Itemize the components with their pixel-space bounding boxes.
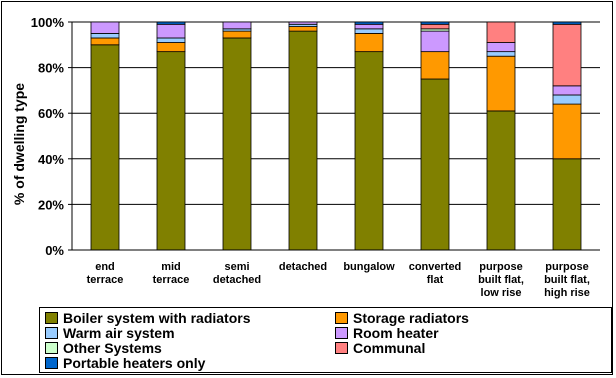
legend-swatch bbox=[45, 327, 58, 339]
legend-item: Boiler system with radiators bbox=[45, 311, 251, 325]
category-labels: end terrace mid terrace semi detached detached… bbox=[87, 261, 590, 299]
legend-label: Portable heaters only bbox=[63, 355, 206, 371]
y-tick-label: 40% bbox=[38, 152, 64, 167]
legend-item: Storage radiators bbox=[335, 311, 469, 325]
category-label: converted flat bbox=[409, 261, 462, 286]
bar-segment bbox=[222, 21, 252, 30]
y-tick-label: 20% bbox=[38, 197, 64, 212]
legend-item: Warm air system bbox=[45, 326, 175, 340]
legend-swatch bbox=[335, 342, 348, 354]
bar-segment bbox=[420, 30, 450, 53]
category-label: bungalow bbox=[343, 261, 395, 273]
category-label: purpose built flat, low rise bbox=[478, 261, 524, 299]
category-label: detached bbox=[279, 261, 327, 273]
bar-segment bbox=[156, 23, 186, 39]
bar-segment bbox=[354, 33, 384, 53]
legend-item: Room heater bbox=[335, 326, 439, 340]
legend-label: Communal bbox=[353, 340, 426, 356]
bar-segment bbox=[288, 21, 318, 25]
legend-swatch bbox=[335, 327, 348, 339]
category-label: mid terrace bbox=[153, 261, 190, 286]
bar-segment bbox=[90, 37, 120, 46]
bars bbox=[90, 21, 582, 251]
legend-item: Portable heaters only bbox=[45, 356, 205, 370]
bar-segment bbox=[420, 23, 450, 30]
legend: Boiler system with radiators Storage radi… bbox=[39, 307, 612, 373]
legend-swatch bbox=[45, 312, 58, 324]
legend-item: Other Systems bbox=[45, 341, 162, 355]
bar-segment bbox=[90, 33, 120, 39]
legend-label: Room heater bbox=[353, 325, 439, 341]
y-tick-label: 0% bbox=[45, 243, 64, 258]
bar-segment bbox=[420, 78, 450, 251]
bar-segment bbox=[552, 94, 582, 105]
bar-segment bbox=[354, 21, 384, 25]
bar-segment bbox=[156, 51, 186, 251]
bar-segment bbox=[222, 37, 252, 251]
bar-segment bbox=[552, 21, 582, 25]
axes bbox=[68, 21, 600, 251]
legend-label: Warm air system bbox=[63, 325, 175, 341]
bar-segment bbox=[156, 42, 186, 53]
bar-segment bbox=[486, 55, 516, 112]
bar-segment bbox=[288, 26, 318, 32]
bar-segment bbox=[486, 110, 516, 251]
bar-segment bbox=[552, 158, 582, 251]
y-tick-label: 100% bbox=[31, 15, 65, 30]
bar-segment bbox=[222, 30, 252, 39]
bar-segment bbox=[486, 21, 516, 43]
bar-segment bbox=[552, 103, 582, 160]
y-tick-label: 60% bbox=[38, 106, 64, 121]
bar-segment bbox=[156, 21, 186, 25]
category-label: purpose built flat, high rise bbox=[544, 261, 590, 299]
y-tick-label: 80% bbox=[38, 61, 64, 76]
bar-segment bbox=[552, 23, 582, 87]
bar-segment bbox=[354, 28, 384, 34]
legend-label: Other Systems bbox=[63, 340, 162, 356]
gridlines bbox=[72, 21, 600, 205]
bar-segment bbox=[420, 51, 450, 80]
bar-segment bbox=[486, 51, 516, 57]
legend-swatch bbox=[45, 357, 58, 369]
bar-segment bbox=[354, 51, 384, 251]
y-axis-label: % of dwelling type bbox=[11, 83, 27, 205]
legend-swatch bbox=[45, 342, 58, 354]
legend-label: Boiler system with radiators bbox=[63, 310, 251, 326]
bar-segment bbox=[486, 42, 516, 53]
legend-swatch bbox=[335, 312, 348, 324]
legend-label: Storage radiators bbox=[353, 310, 469, 326]
bar-segment bbox=[420, 21, 450, 25]
bar-segment bbox=[288, 30, 318, 251]
bar-segment bbox=[354, 23, 384, 30]
legend-item: Communal bbox=[335, 341, 425, 355]
bar-segment bbox=[156, 37, 186, 43]
bar-segment bbox=[90, 21, 120, 34]
y-tick-labels: 0% 20% 40% 60% 80% 100% bbox=[31, 15, 65, 258]
stacked-bar-chart: 0% 20% 40% 60% 80% 100% end terrace mid terrace s… bbox=[11, 15, 600, 299]
bar-segment bbox=[552, 85, 582, 96]
bar-segment bbox=[90, 44, 120, 251]
category-label: semi detached bbox=[213, 261, 261, 286]
category-label: end terrace bbox=[87, 261, 124, 286]
